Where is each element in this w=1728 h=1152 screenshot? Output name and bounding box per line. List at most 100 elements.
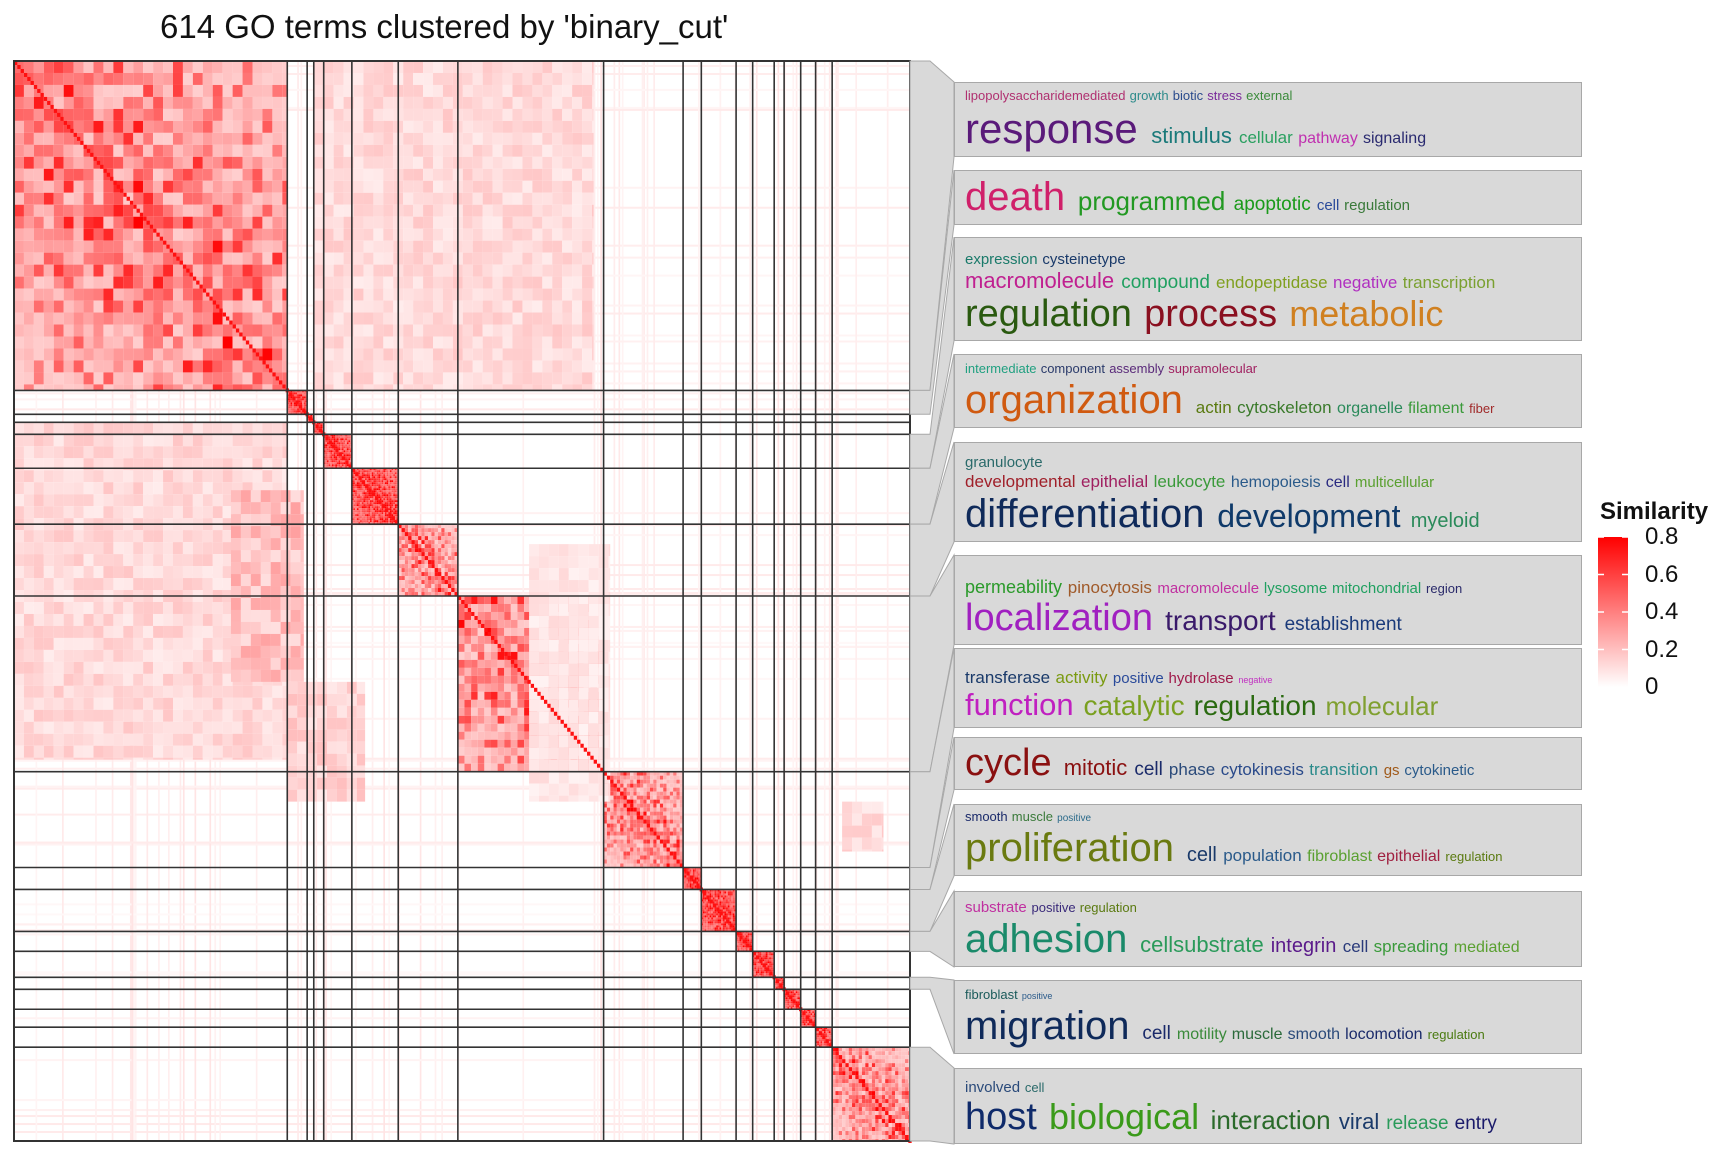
heatmap-cell bbox=[404, 564, 409, 569]
heatmap-cell bbox=[335, 452, 337, 455]
heatmap-cell bbox=[363, 490, 366, 493]
heatmap-cell bbox=[810, 1009, 813, 1012]
heatmap-cell bbox=[504, 755, 511, 764]
heatmap-cell bbox=[444, 536, 448, 541]
heatmap-cell bbox=[444, 564, 448, 569]
heatmap-cell bbox=[698, 877, 700, 880]
heatmap-cell bbox=[646, 771, 650, 776]
heatmap-cell bbox=[63, 132, 74, 145]
heatmap-cell bbox=[616, 847, 621, 852]
heatmap-cell bbox=[302, 394, 304, 397]
heatmap-cell bbox=[398, 572, 402, 577]
heatmap-cell bbox=[741, 949, 743, 952]
heatmap-cell bbox=[731, 901, 733, 904]
heatmap-cell bbox=[620, 811, 624, 816]
heatmap-cell bbox=[398, 532, 402, 537]
heatmap-cell bbox=[43, 132, 54, 145]
heatmap-cell bbox=[711, 891, 713, 894]
heatmap-cell bbox=[93, 144, 104, 157]
heatmap-cell bbox=[341, 438, 344, 441]
heatmap-cell bbox=[444, 528, 448, 533]
heatmap-cell bbox=[93, 276, 104, 289]
heatmap-cell bbox=[63, 312, 74, 325]
heatmap-cell bbox=[408, 580, 412, 585]
heatmap-cell bbox=[804, 1019, 806, 1022]
heatmap-cell bbox=[303, 404, 306, 407]
heatmap-cell bbox=[222, 324, 233, 337]
heatmap-cell bbox=[471, 667, 478, 676]
heatmap-cell bbox=[636, 791, 641, 796]
heatmap-cell bbox=[14, 276, 24, 289]
heatmap-cell bbox=[356, 484, 359, 487]
heatmap-cell bbox=[336, 434, 339, 437]
heatmap-cell bbox=[727, 929, 730, 932]
heatmap-cell bbox=[797, 997, 800, 1000]
heatmap-cell bbox=[714, 901, 717, 904]
heatmap-cell bbox=[698, 869, 700, 872]
heatmap-cell bbox=[262, 120, 273, 133]
heatmap-cell bbox=[765, 975, 768, 978]
heatmap-cell bbox=[878, 1051, 882, 1056]
heatmap-cell bbox=[350, 446, 352, 449]
heatmap-cell bbox=[53, 216, 64, 229]
heatmap-cell bbox=[341, 466, 344, 469]
heatmap-cell bbox=[865, 1051, 869, 1056]
heatmap-cell bbox=[242, 132, 253, 145]
heatmap-cell bbox=[852, 1091, 856, 1096]
heatmap-cell bbox=[355, 516, 357, 519]
heatmap-cell bbox=[394, 486, 397, 489]
heatmap-stripe bbox=[755, 61, 758, 1141]
heatmap-cell bbox=[881, 1047, 886, 1052]
heatmap-cell bbox=[812, 1021, 814, 1024]
heatmap-cell bbox=[729, 917, 732, 920]
heatmap-cell bbox=[351, 494, 354, 497]
heatmap-cell bbox=[679, 859, 684, 864]
heatmap-cell bbox=[656, 859, 660, 864]
heatmap-cell bbox=[497, 699, 505, 708]
heatmap-cell bbox=[14, 312, 24, 325]
heatmap-cell bbox=[739, 939, 742, 942]
heatmap-cell bbox=[222, 384, 233, 391]
heatmap-cell bbox=[297, 404, 299, 407]
heatmap-cell bbox=[666, 779, 670, 784]
heatmap-cell bbox=[702, 903, 705, 906]
heatmap-cell bbox=[744, 937, 747, 940]
heatmap-cell bbox=[350, 448, 352, 451]
heatmap-cell bbox=[606, 819, 611, 824]
heatmap-cell bbox=[800, 1025, 803, 1028]
heatmap-cell bbox=[33, 288, 44, 301]
heatmap-cell bbox=[732, 913, 735, 916]
heatmap-cell bbox=[709, 921, 712, 924]
heatmap-cell bbox=[881, 1055, 886, 1060]
heatmap-cell bbox=[330, 450, 332, 453]
heatmap-cell bbox=[323, 436, 326, 439]
heatmap-cell bbox=[370, 480, 372, 483]
heatmap-cell bbox=[421, 540, 425, 545]
heatmap-cell bbox=[282, 240, 288, 253]
heatmap-cell bbox=[338, 442, 341, 445]
heatmap-cell bbox=[804, 1009, 806, 1012]
heatmap-cell bbox=[297, 396, 299, 399]
heatmap-cell bbox=[868, 1047, 872, 1052]
heatmap-cell bbox=[282, 204, 288, 217]
heatmap-cell bbox=[800, 1021, 803, 1024]
heatmap-cell bbox=[623, 791, 627, 796]
heatmap-cell bbox=[351, 482, 354, 485]
heatmap-cell bbox=[517, 635, 525, 644]
heatmap-cell bbox=[782, 983, 785, 986]
heatmap-cell bbox=[103, 300, 114, 313]
heatmap-stripe bbox=[14, 785, 910, 788]
heatmap-cell bbox=[351, 518, 354, 521]
heatmap-cell bbox=[380, 492, 382, 495]
heatmap-cell bbox=[785, 1003, 788, 1006]
heatmap-cell bbox=[331, 454, 334, 457]
heatmap-cell bbox=[391, 482, 394, 485]
heatmap-cell bbox=[610, 795, 614, 800]
heatmap-cell bbox=[305, 410, 308, 413]
heatmap-cell bbox=[895, 1083, 899, 1088]
heatmap-cell bbox=[408, 528, 412, 533]
heatmap-cell bbox=[719, 915, 722, 918]
heatmap-cell bbox=[749, 931, 752, 934]
heatmap-cell bbox=[613, 803, 617, 808]
heatmap-cell bbox=[300, 392, 303, 395]
